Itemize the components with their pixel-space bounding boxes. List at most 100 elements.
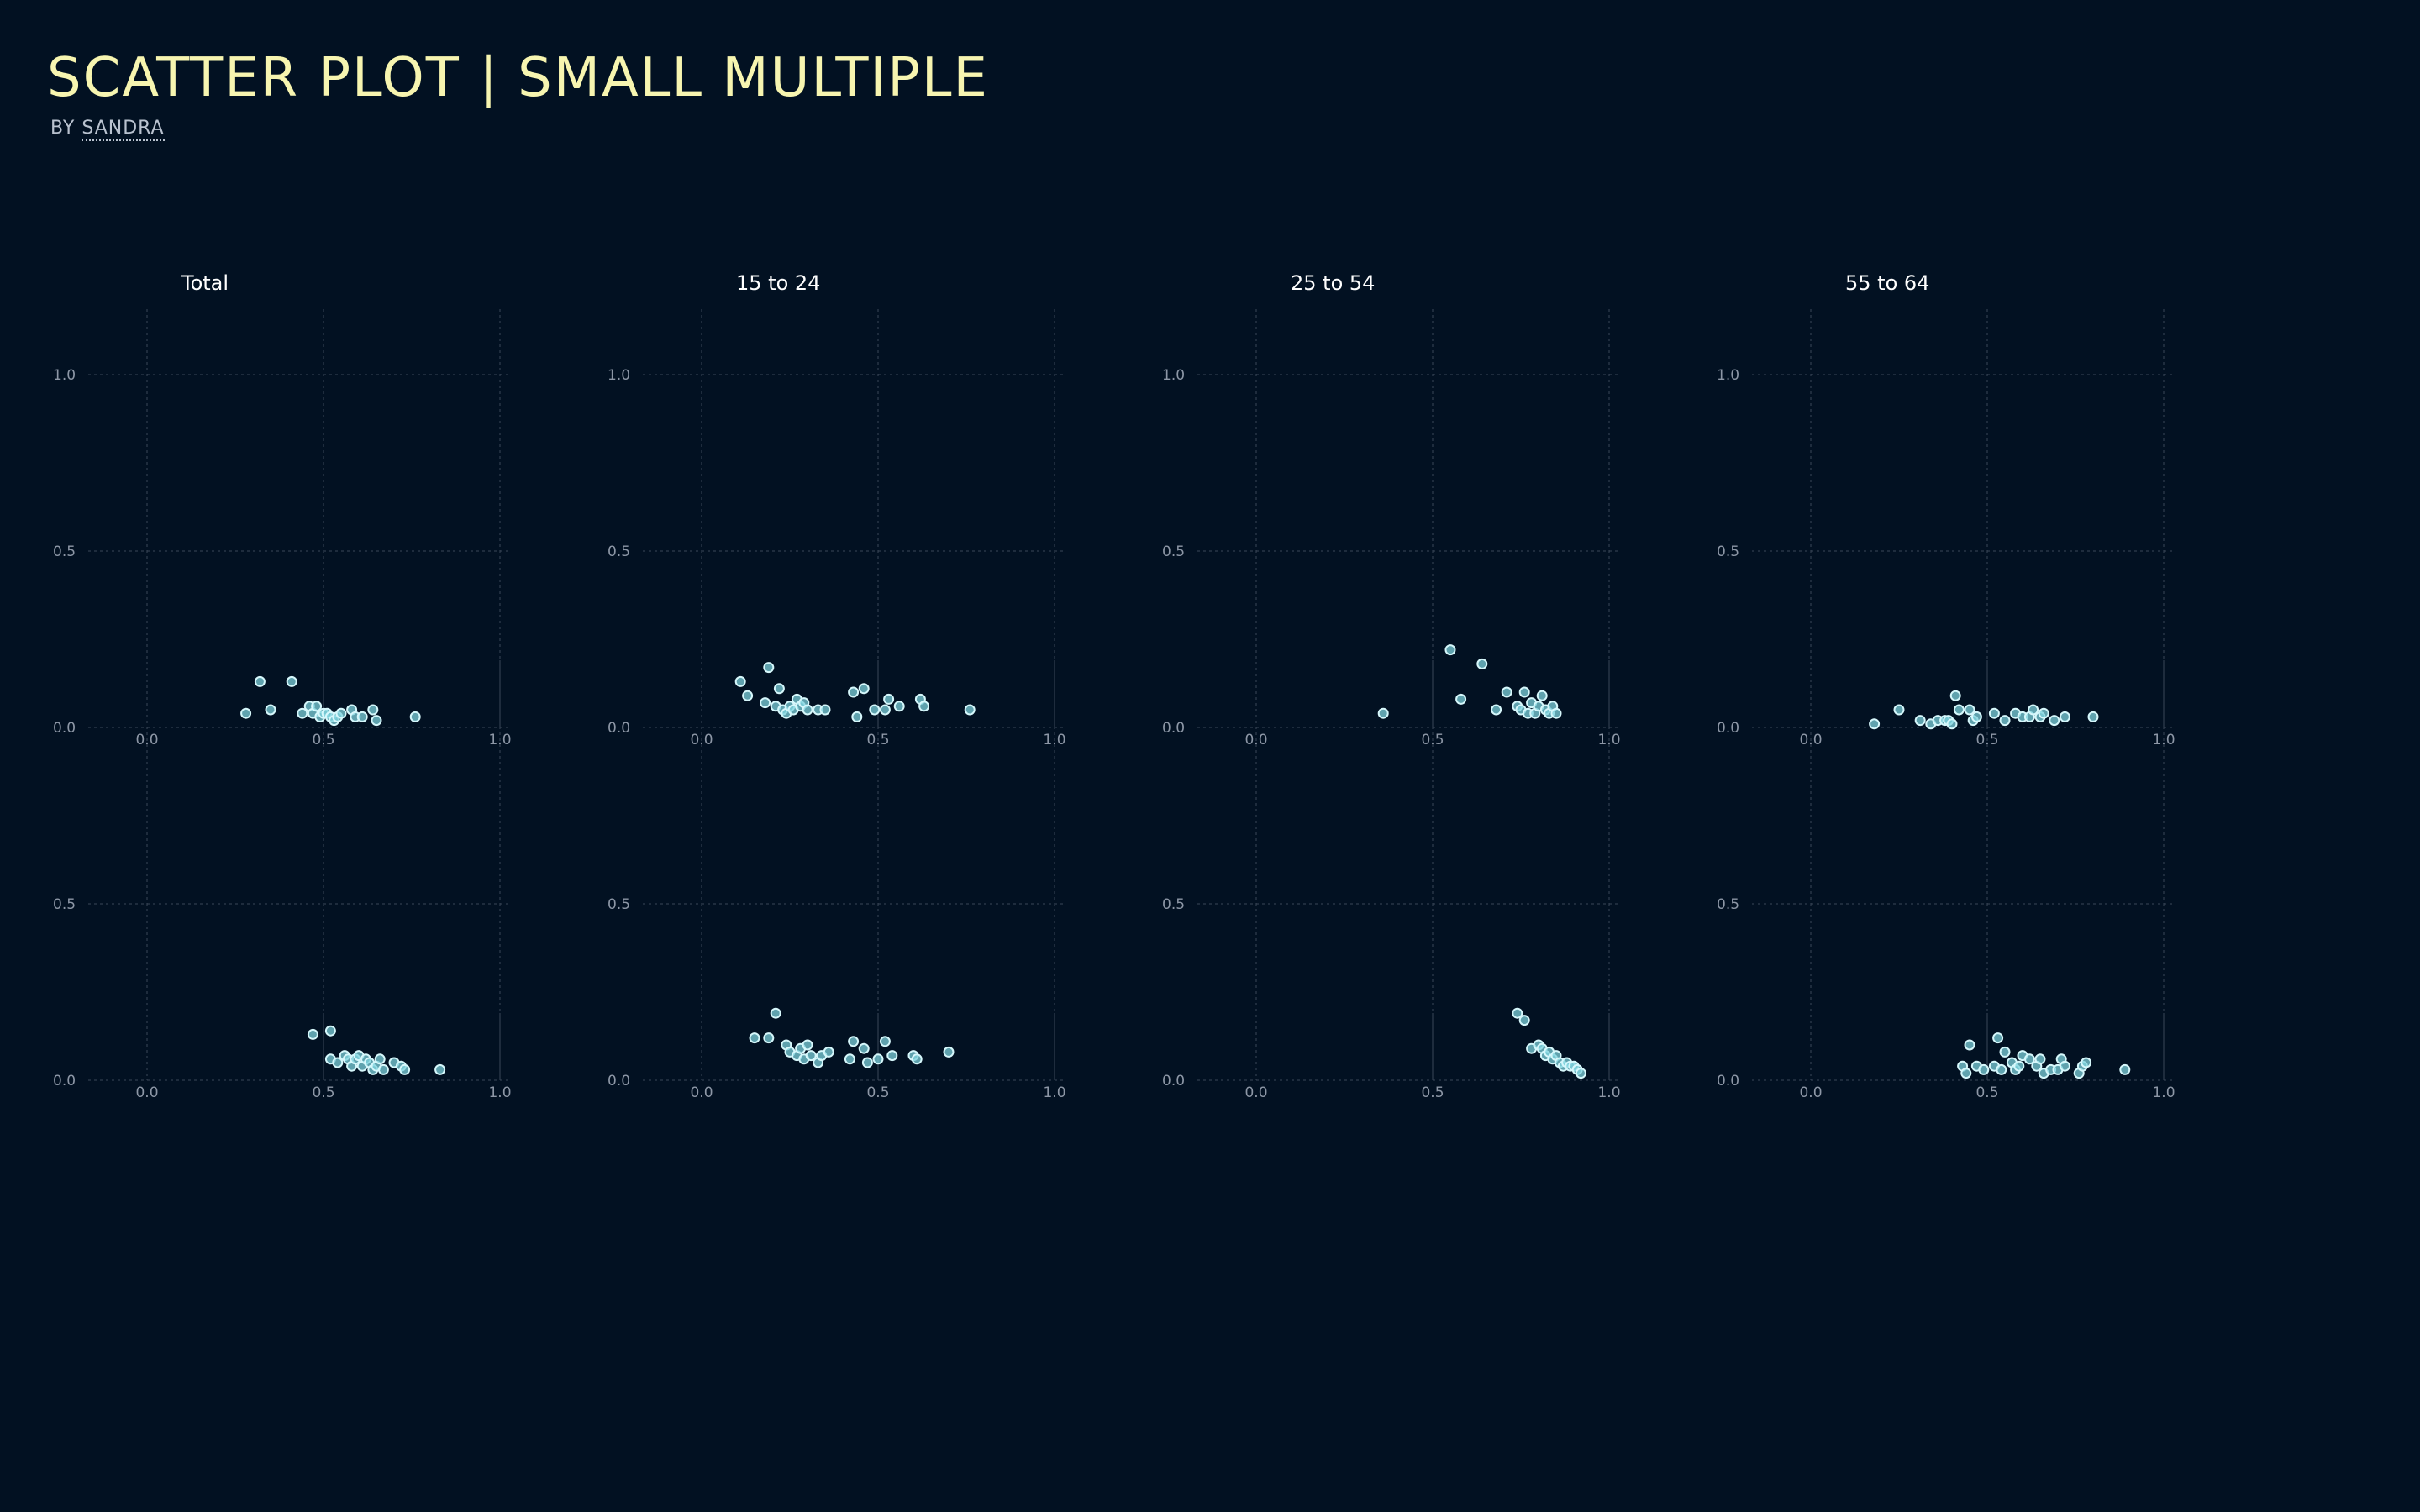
scatter-point <box>844 1053 855 1065</box>
y-tick-label: 0.0 <box>608 720 630 737</box>
scatter-point <box>324 1025 336 1037</box>
scatter-point <box>893 701 905 712</box>
scatter-point <box>918 701 930 712</box>
scatter-point <box>1476 658 1488 669</box>
x-tick-label: 1.0 <box>1043 1084 1065 1101</box>
scatter-point <box>1518 1015 1530 1026</box>
y-tick-label: 0.5 <box>1717 543 1739 560</box>
y-tick-label: 1.0 <box>608 367 630 384</box>
y-tick-label: 0.0 <box>53 720 76 737</box>
y-tick-label: 1.0 <box>1717 367 1739 384</box>
byline-prefix: BY <box>50 118 76 139</box>
scatter-point <box>1964 704 1975 716</box>
scatter-point <box>311 701 323 712</box>
scatter-point <box>254 675 266 687</box>
x-tick-label: 1.0 <box>1597 1084 1620 1101</box>
scatter-point <box>377 1063 389 1075</box>
scatter-point <box>861 1057 873 1068</box>
y-tick-label: 1.0 <box>53 367 76 384</box>
scatter-point <box>332 1057 344 1068</box>
scatter-point <box>1536 690 1548 701</box>
x-tick-label: 0.0 <box>690 1084 713 1101</box>
scatter-point <box>2049 715 2060 727</box>
scatter-point <box>1964 1039 1975 1051</box>
scatter-point <box>1455 693 1467 705</box>
scatter-point <box>1999 1046 2011 1058</box>
author-link[interactable]: SANDRA <box>82 118 165 141</box>
scatter-point <box>802 1039 813 1051</box>
scatter-point <box>2023 1053 2035 1065</box>
scatter-point <box>823 1046 834 1058</box>
byline: BY SANDRA <box>50 118 165 141</box>
scatter-point <box>2034 1053 2046 1065</box>
scatter-point <box>1992 1032 2004 1044</box>
scatter-point <box>2119 1063 2131 1075</box>
y-tick-label: 0.5 <box>608 896 630 913</box>
scatter-point <box>409 711 421 722</box>
scatter-point <box>265 704 276 716</box>
scatter-point <box>1518 686 1530 698</box>
y-tick-label: 0.5 <box>608 543 630 560</box>
scatter-point <box>770 1007 781 1019</box>
scatter-point <box>879 1036 891 1047</box>
scatter-point <box>2059 1060 2070 1072</box>
scatter-point <box>434 1063 446 1075</box>
panel-title: Total <box>181 271 229 295</box>
scatter-point <box>1914 715 1926 727</box>
scatter-point <box>1869 718 1881 730</box>
scatter-point <box>869 704 881 716</box>
scatter-point <box>307 1028 318 1040</box>
x-tick-label: 0.5 <box>866 1084 889 1101</box>
scatter-point <box>297 707 308 719</box>
panel-title: 25 to 54 <box>1291 271 1375 295</box>
scatter-point <box>1970 711 1982 722</box>
scatter-point <box>763 662 775 674</box>
scatter-point <box>805 1050 817 1062</box>
scatter-point <box>371 715 382 727</box>
scatter-point <box>1575 1068 1586 1079</box>
scatter-point <box>851 711 863 722</box>
x-tick-label: 0.5 <box>312 1084 334 1101</box>
scatter-point <box>2059 711 2070 722</box>
scatter-point <box>1550 707 1562 719</box>
scatter-point <box>1988 707 2000 719</box>
scatter-point <box>2028 704 2039 716</box>
scatter-point <box>773 683 785 695</box>
scatter-point <box>749 1032 760 1044</box>
y-tick-label: 0.0 <box>53 1073 76 1089</box>
page-title: SCATTER PLOT | SMALL MULTIPLE <box>47 47 989 109</box>
y-tick-label: 0.5 <box>1162 896 1185 913</box>
scatter-point <box>1501 686 1512 698</box>
scatter-point <box>1946 718 1958 730</box>
scatter-point <box>1999 715 2011 727</box>
scatter-point <box>2087 711 2099 722</box>
scatter-point <box>367 704 379 716</box>
y-tick-label: 0.0 <box>1162 1073 1185 1089</box>
y-tick-label: 0.0 <box>1162 720 1185 737</box>
y-tick-label: 1.0 <box>1162 367 1185 384</box>
x-tick-label: 0.0 <box>135 1084 158 1101</box>
scatter-point <box>1949 690 1961 701</box>
scatter-point <box>240 707 252 719</box>
scatter-point <box>286 675 297 687</box>
scatter-point <box>2038 707 2049 719</box>
scatter-point <box>802 704 813 716</box>
scatter-point <box>1996 1063 2007 1075</box>
x-tick-label: 1.0 <box>488 1084 511 1101</box>
scatter-point <box>883 693 895 705</box>
scatter-point <box>848 1036 860 1047</box>
scatter-point <box>1960 1068 1972 1079</box>
scatter-point <box>879 704 891 716</box>
scatter-point <box>1953 704 1965 716</box>
scatter-point <box>911 1053 923 1065</box>
scatter-point <box>760 697 771 709</box>
x-tick-label: 0.0 <box>1244 1084 1267 1101</box>
scatter-point <box>1978 1063 1990 1075</box>
y-tick-label: 0.5 <box>1717 896 1739 913</box>
scatter-point <box>1444 644 1456 656</box>
x-tick-label: 1.0 <box>2152 1084 2175 1101</box>
x-tick-label: 0.5 <box>1421 1084 1444 1101</box>
scatter-point <box>734 675 746 687</box>
y-tick-label: 0.5 <box>53 896 76 913</box>
scatter-point <box>872 1053 884 1065</box>
